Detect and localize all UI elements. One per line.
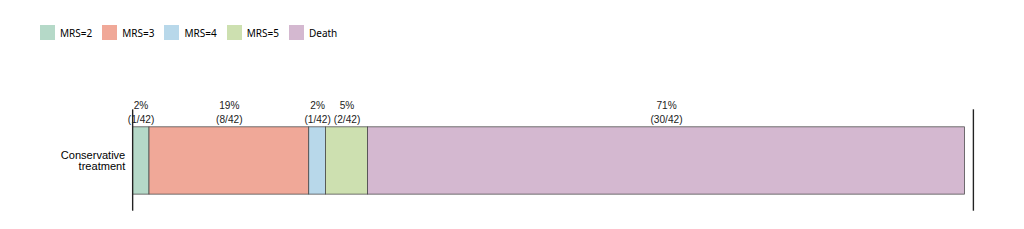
svg-text:Conservativetreatment: Conservativetreatment [61,149,125,172]
html-text:MRS=3: MRS=3 [122,25,155,40]
svg-text:(2/42): (2/42) [334,114,360,125]
svg-text:(8/42): (8/42) [216,114,242,125]
svg-text:19%: 19% [219,100,239,111]
html-text:MRS=4: MRS=4 [184,25,217,40]
html-text:MRS=5: MRS=5 [246,25,279,40]
html-text:Death: Death [308,25,338,40]
svg-text:(30/42): (30/42) [650,114,682,125]
svg-text:2%: 2% [310,100,325,111]
svg-text:5%: 5% [340,100,355,111]
html-text:MRS=2: MRS=2 [60,25,93,40]
svg-text:(1/42): (1/42) [304,114,330,125]
svg-text:2%: 2% [134,100,149,111]
svg-text:(1/42): (1/42) [128,114,154,125]
svg-text:71%: 71% [656,100,676,111]
